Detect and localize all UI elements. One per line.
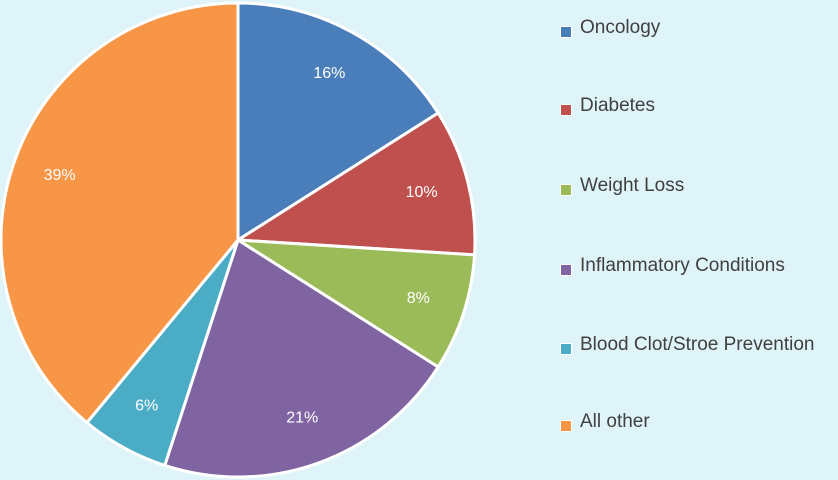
legend-item: Oncology [560, 17, 820, 43]
legend-item: Weight Loss [560, 175, 820, 201]
legend-swatch [560, 184, 572, 196]
data-label: 16% [313, 65, 345, 82]
legend-swatch [560, 420, 572, 432]
legend-swatch [560, 264, 572, 276]
data-label: 39% [44, 167, 76, 184]
pie-slice [237, 238, 477, 370]
pie-slice [236, 1, 441, 243]
pie-slice [0, 1, 240, 425]
data-label: 10% [406, 184, 438, 201]
legend: Oncology Diabetes Weight Loss Inflammatory … [560, 0, 838, 480]
legend-item: Blood Clot/Stroe Prevention [560, 334, 820, 360]
pie-slice [233, 110, 477, 257]
legend-label: Weight Loss [580, 175, 685, 196]
legend-label: Inflammatory Conditions [580, 255, 785, 276]
legend-swatch [560, 343, 572, 355]
legend-label: Oncology [580, 17, 661, 38]
legend-item: Inflammatory Conditions [560, 255, 820, 281]
legend-label: All other [580, 411, 650, 432]
pie-slice [162, 237, 441, 479]
data-label: 21% [286, 410, 318, 427]
legend-item: Diabetes [560, 95, 820, 121]
data-label: 8% [407, 290, 430, 307]
legend-swatch [560, 26, 572, 38]
legend-item: All other [560, 411, 820, 437]
legend-label: Blood Clot/Stroe Prevention [580, 334, 815, 355]
legend-label: Diabetes [580, 95, 655, 116]
data-label: 6% [135, 397, 158, 414]
chart: 16% 10% 8% 21% 6% 39% [0, 1, 477, 479]
legend-swatch [560, 104, 572, 116]
